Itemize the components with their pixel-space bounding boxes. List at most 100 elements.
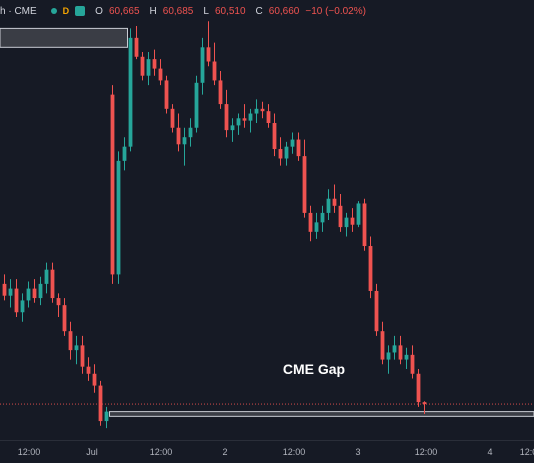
candle[interactable]: [99, 381, 103, 426]
candle-body: [207, 47, 211, 61]
candle[interactable]: [255, 99, 259, 123]
candle[interactable]: [21, 293, 25, 321]
candle[interactable]: [387, 345, 391, 373]
candle[interactable]: [279, 137, 283, 165]
candle[interactable]: [165, 76, 169, 114]
candle[interactable]: [159, 59, 163, 85]
candle[interactable]: [3, 274, 7, 300]
candle[interactable]: [375, 284, 379, 336]
candle[interactable]: [33, 279, 37, 303]
candle[interactable]: [51, 263, 55, 303]
candle[interactable]: [237, 114, 241, 135]
candle-body: [51, 270, 55, 298]
candle[interactable]: [135, 26, 139, 59]
candle[interactable]: [177, 114, 181, 152]
price-chart[interactable]: CME Gap: [0, 0, 534, 440]
candle-body: [99, 386, 103, 421]
candle[interactable]: [357, 201, 361, 227]
candle-body: [219, 80, 223, 104]
candle[interactable]: [231, 118, 235, 142]
candle-body: [189, 128, 193, 137]
candle[interactable]: [15, 279, 19, 317]
candle[interactable]: [27, 282, 31, 308]
candle[interactable]: [399, 336, 403, 364]
candle[interactable]: [39, 277, 43, 305]
delayed-badge: D: [63, 6, 70, 16]
candle[interactable]: [219, 71, 223, 109]
candle[interactable]: [303, 140, 307, 218]
time-tick: 2: [222, 447, 227, 457]
candle[interactable]: [141, 52, 145, 80]
candle-body: [27, 289, 31, 301]
candle-body: [279, 149, 283, 158]
candle-body: [297, 140, 301, 157]
candle[interactable]: [411, 345, 415, 378]
candle[interactable]: [207, 21, 211, 66]
candle[interactable]: [147, 52, 151, 85]
candle-body: [399, 345, 403, 359]
candle-body: [273, 123, 277, 149]
candle[interactable]: [381, 322, 385, 365]
time-tick: Jul: [86, 447, 98, 457]
candle[interactable]: [189, 118, 193, 146]
candle[interactable]: [201, 38, 205, 95]
symbol-label[interactable]: h · CME: [0, 6, 37, 17]
candle-body: [141, 57, 145, 76]
candle[interactable]: [297, 132, 301, 160]
candle[interactable]: [267, 104, 271, 128]
candle[interactable]: [123, 137, 127, 170]
candle[interactable]: [315, 213, 319, 239]
candle[interactable]: [393, 336, 397, 360]
candle[interactable]: [285, 142, 289, 166]
candle[interactable]: [249, 109, 253, 133]
open-value: 60,665: [109, 6, 140, 17]
candle-body: [81, 345, 85, 366]
candle[interactable]: [405, 348, 409, 369]
candle[interactable]: [363, 199, 367, 251]
candle[interactable]: [57, 293, 61, 317]
candle[interactable]: [63, 298, 67, 336]
candle[interactable]: [153, 50, 157, 76]
candle[interactable]: [321, 206, 325, 232]
candle[interactable]: [183, 128, 187, 166]
candle[interactable]: [327, 189, 331, 220]
candle-body: [261, 109, 265, 111]
candle-body: [39, 284, 43, 298]
candle[interactable]: [309, 206, 313, 241]
candle-body: [153, 59, 157, 68]
candle[interactable]: [417, 369, 421, 407]
candle[interactable]: [195, 76, 199, 133]
candle[interactable]: [171, 104, 175, 132]
candle[interactable]: [129, 28, 133, 151]
candle-body: [75, 345, 79, 350]
cme-gap-zone[interactable]: [110, 412, 534, 417]
candle[interactable]: [243, 104, 247, 128]
candle[interactable]: [81, 336, 85, 374]
candle[interactable]: [291, 132, 295, 153]
candle[interactable]: [75, 336, 79, 364]
candle[interactable]: [117, 151, 121, 283]
candle[interactable]: [213, 43, 217, 86]
candle[interactable]: [351, 208, 355, 232]
candle[interactable]: [69, 322, 73, 360]
candle[interactable]: [111, 85, 115, 284]
candle-body: [45, 270, 49, 284]
candle[interactable]: [369, 237, 373, 299]
supply-zone[interactable]: [0, 28, 128, 47]
candle[interactable]: [87, 357, 91, 381]
candle[interactable]: [333, 185, 337, 213]
candle[interactable]: [105, 407, 109, 428]
candle[interactable]: [9, 279, 13, 307]
candle[interactable]: [339, 194, 343, 232]
candle[interactable]: [45, 263, 49, 294]
candle[interactable]: [225, 90, 229, 137]
open-label: O: [95, 6, 103, 17]
candle[interactable]: [345, 213, 349, 237]
candle-body: [93, 374, 97, 386]
time-tick: 4: [487, 447, 492, 457]
candle[interactable]: [93, 364, 97, 392]
candle-body: [117, 161, 121, 275]
candle[interactable]: [273, 114, 277, 157]
candle[interactable]: [261, 102, 265, 119]
